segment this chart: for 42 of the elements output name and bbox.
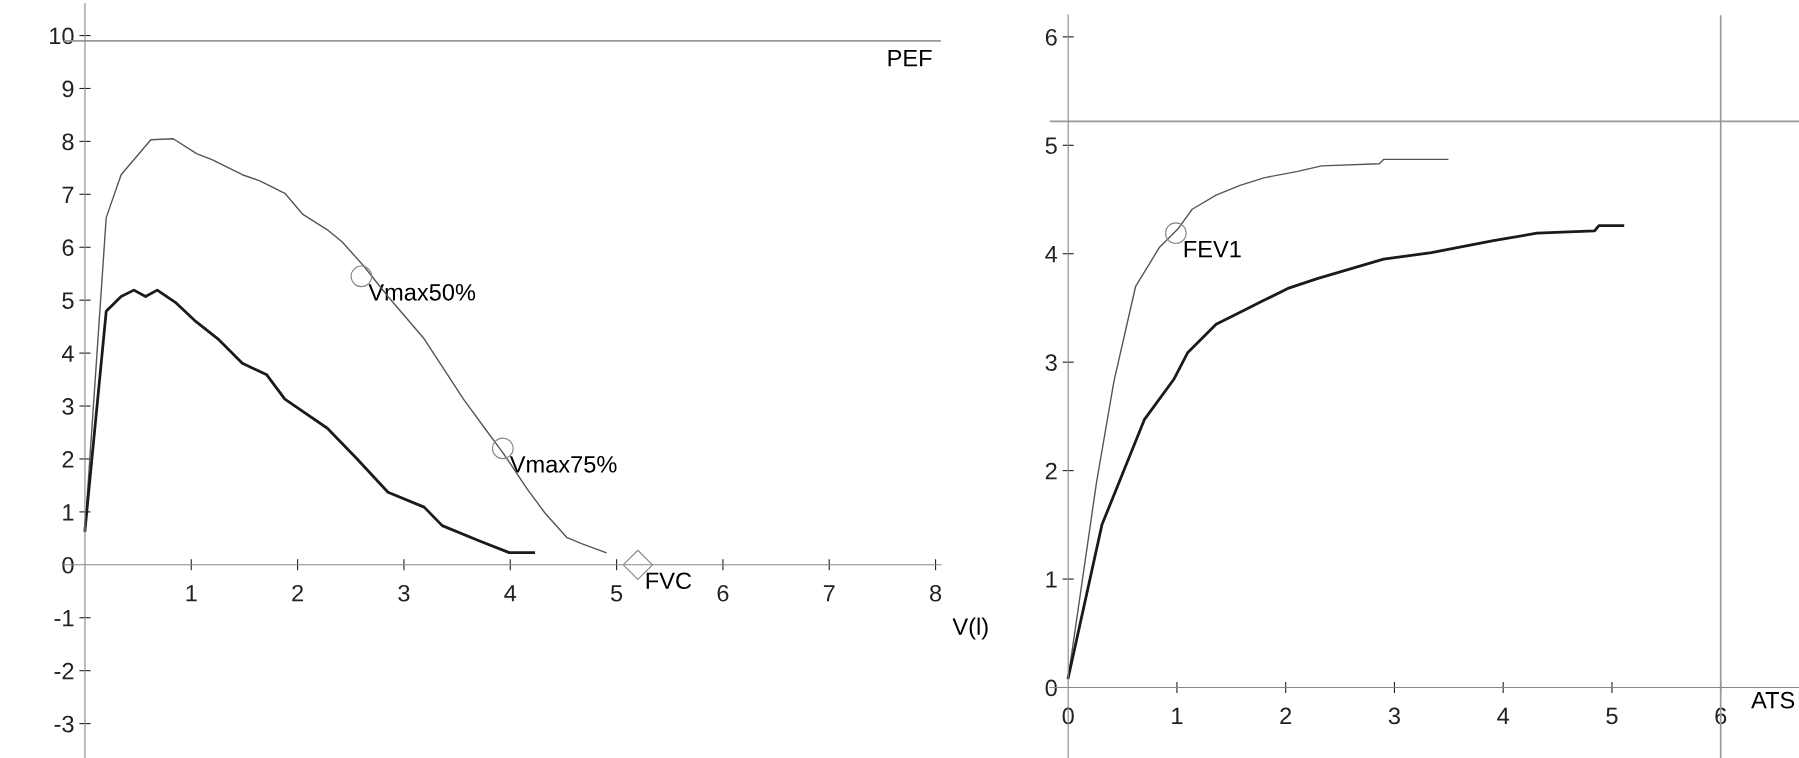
y-tick-label: 0 [62,556,74,574]
y-tick-label: 10 [50,27,74,45]
y-tick-label: -1 [54,610,74,627]
annotation: Vmax75% [509,456,617,473]
y-tick-label: 1 [1046,571,1057,588]
x-tick-label: 3 [398,584,410,602]
x-tick-label: 4 [1497,707,1510,725]
y-tick-label: 6 [62,239,74,257]
x-tick-label: 3 [1388,707,1400,725]
y-tick-label: 2 [62,451,74,468]
x-tick-label: 1 [1172,707,1183,725]
x-axis-title: ATS [1751,691,1795,709]
y-tick-label: 2 [1045,462,1057,480]
y-tick-label: 0 [1045,679,1057,697]
x-tick-label: 2 [292,584,303,602]
x-tick-label: 7 [823,585,835,602]
y-tick-label: -3 [54,715,74,733]
x-tick-label: 5 [610,585,623,602]
annotation: FEV1 [1184,240,1241,258]
x-tick-label: 6 [717,584,729,602]
annotation: FVC [646,572,692,590]
y-tick-label: 5 [1045,137,1057,155]
x-tick-label: 2 [1280,707,1292,725]
y-tick-label: 6 [1045,28,1057,46]
y-tick-label: 5 [62,292,74,309]
y-tick-label: 3 [62,398,74,415]
y-tick-label: 8 [62,133,74,151]
x-tick-label: 0 [1062,707,1074,725]
y-tick-label: 3 [1045,354,1057,371]
x-tick-label: 5 [1606,707,1618,725]
x-tick-label: 8 [930,584,942,602]
x-tick-label: 6 [1715,707,1727,725]
y-tick-label: 4 [61,345,74,362]
y-tick-label: 4 [1045,246,1058,263]
x-tick-label: 4 [504,585,517,602]
x-tick-label: 1 [186,585,197,602]
ref-line-label: PEF [888,50,932,67]
y-tick-label: 7 [62,186,74,203]
x-axis-title: V(l) [952,617,988,640]
y-tick-label: 1 [63,504,74,521]
y-tick-label: 9 [62,80,74,98]
y-tick-label: -2 [54,662,74,680]
